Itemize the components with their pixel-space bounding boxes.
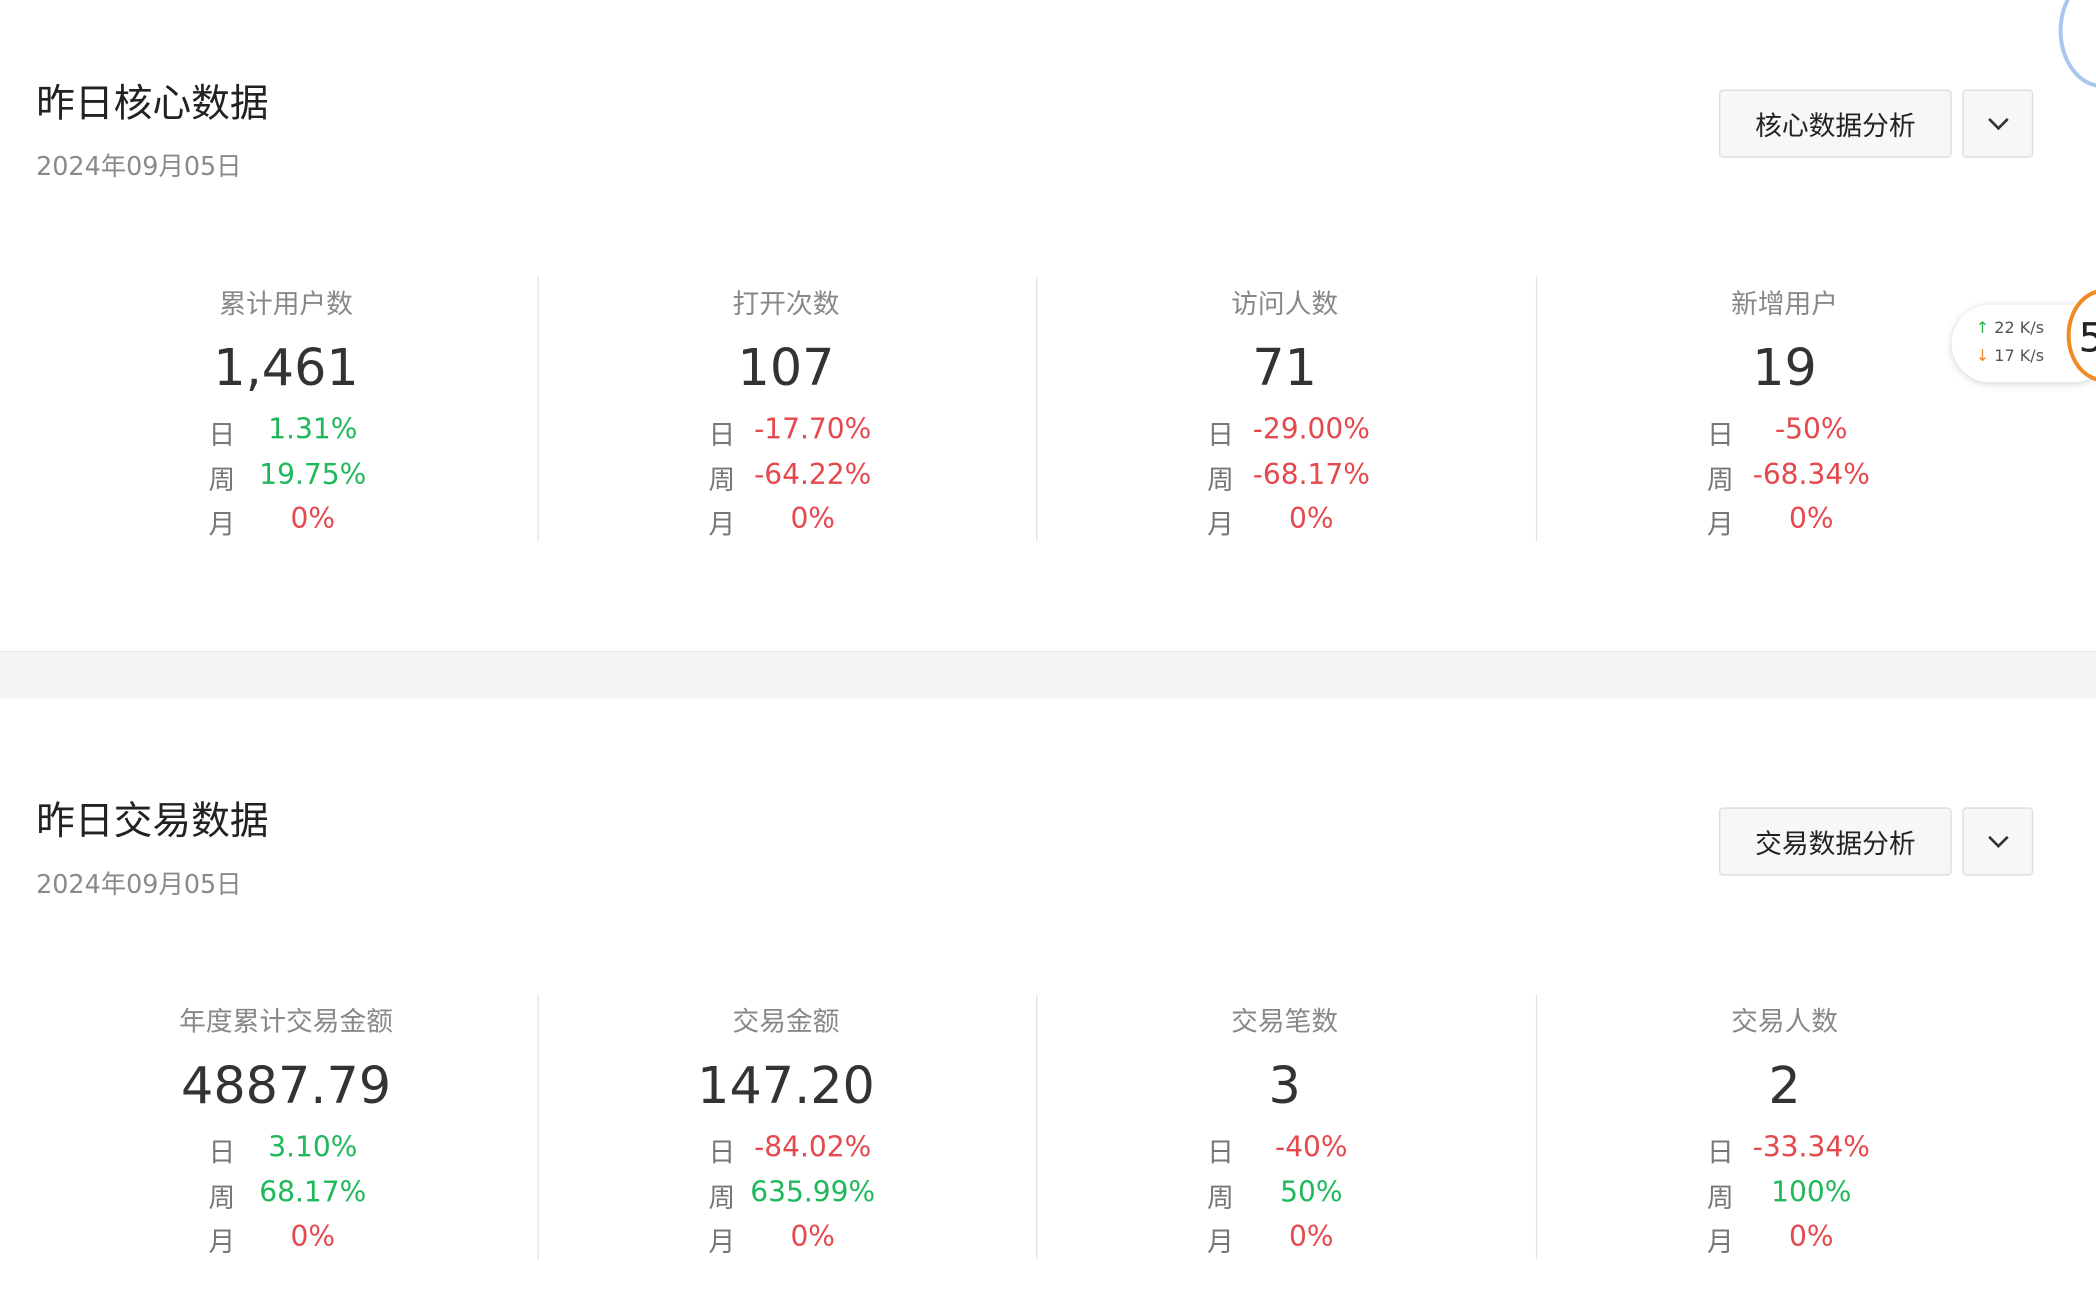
card-value: 4887.79	[181, 1056, 392, 1115]
card-value: 147.20	[697, 1056, 875, 1115]
change-value: 0%	[1788, 1220, 1834, 1253]
card-value: 2	[1768, 1056, 1801, 1115]
card-value: 107	[737, 338, 835, 398]
card-divider	[537, 994, 539, 1260]
card-label: 交易笔数	[1231, 1005, 1339, 1038]
speed-widget: ↑ 22 K/s ↓ 17 K/s 5	[1951, 288, 2096, 383]
change-value: 0%	[290, 1220, 336, 1253]
change-value: 0%	[790, 1220, 836, 1253]
change-value: -50%	[1775, 413, 1848, 446]
period-label: 周	[208, 463, 236, 496]
period-label: 日	[1207, 418, 1234, 451]
card-value: 71	[1252, 338, 1317, 398]
corner-icon	[2058, 0, 2096, 89]
analysis-button[interactable]: 交易数据分析	[1719, 807, 1952, 876]
card-divider	[537, 276, 539, 542]
period-label: 日	[708, 1136, 736, 1169]
period-label: 周	[1707, 1181, 1734, 1214]
change-value: 0%	[1289, 1220, 1334, 1253]
change-value: 68.17%	[259, 1175, 367, 1208]
card-divider	[1535, 276, 1538, 542]
card-value: 3	[1268, 1056, 1301, 1115]
change-value: -40%	[1275, 1130, 1348, 1163]
chevron	[1988, 118, 2009, 131]
change-value: -64.22%	[754, 457, 872, 490]
change-value: 0%	[1788, 502, 1834, 535]
period-label: 周	[208, 1181, 236, 1214]
period-label: 月	[208, 507, 236, 541]
badge: 5	[2066, 288, 2096, 383]
period-label: 周	[708, 463, 736, 496]
period-label: 月	[1707, 1225, 1734, 1258]
card-divider	[1535, 994, 1538, 1260]
card-label: 累计用户数	[219, 287, 353, 320]
period-label: 月	[208, 1225, 236, 1258]
change-value: -33.34%	[1752, 1130, 1870, 1163]
period-label: 日	[1707, 1136, 1734, 1169]
period-label: 日	[708, 418, 736, 451]
period-label: 周	[708, 1181, 736, 1214]
period-label: 月	[1207, 507, 1234, 541]
period-label: 日	[1707, 418, 1734, 451]
up-text: 22 K/s	[1994, 318, 2045, 337]
download-speed: ↓ 17 K/s	[1975, 346, 2045, 365]
section-date: 2024年09月05日	[36, 870, 242, 900]
change-value: 50%	[1280, 1175, 1343, 1208]
card-label: 新增用户	[1731, 287, 1839, 320]
period-label: 周	[1207, 463, 1234, 496]
change-value: -84.02%	[754, 1130, 872, 1163]
section-title: 昨日核心数据	[36, 80, 269, 126]
card-label: 访问人数	[1231, 287, 1339, 320]
period-label: 日	[208, 418, 236, 451]
card-label: 年度累计交易金额	[179, 1005, 394, 1038]
change-value: 0%	[290, 502, 336, 535]
card-divider	[1035, 276, 1038, 542]
chevron	[1988, 835, 2009, 849]
period-label: 周	[1207, 1181, 1234, 1214]
period-label: 月	[1707, 507, 1734, 541]
card-label: 交易金额	[732, 1005, 840, 1038]
change-value: 0%	[1289, 502, 1334, 535]
analysis-button[interactable]: 核心数据分析	[1719, 89, 1952, 158]
change-value: -68.17%	[1252, 457, 1370, 490]
period-label: 日	[208, 1136, 236, 1169]
dropdown-button[interactable]	[1962, 807, 2034, 876]
card-value: 1,461	[213, 338, 359, 398]
section-title: 昨日交易数据	[36, 798, 269, 844]
change-value: 1.31%	[268, 413, 358, 446]
change-value: 100%	[1771, 1175, 1852, 1208]
change-value: 3.10%	[268, 1130, 358, 1163]
change-value: 19.75%	[259, 457, 367, 490]
period-label: 月	[708, 507, 736, 541]
period-label: 周	[1707, 463, 1734, 496]
upload-speed: ↑ 22 K/s	[1975, 318, 2045, 337]
card-label: 打开次数	[732, 287, 840, 320]
change-value: 0%	[790, 502, 836, 535]
change-value: -29.00%	[1252, 413, 1370, 446]
section-separator	[0, 650, 2096, 700]
period-label: 月	[1207, 1225, 1234, 1258]
section-date: 2024年09月05日	[36, 152, 242, 182]
period-label: 月	[708, 1225, 736, 1258]
change-value: -68.34%	[1752, 457, 1870, 490]
period-label: 日	[1207, 1136, 1234, 1169]
change-value: -17.70%	[754, 413, 872, 446]
dropdown-button[interactable]	[1962, 89, 2034, 158]
card-label: 交易人数	[1731, 1005, 1839, 1038]
card-divider	[1035, 994, 1038, 1260]
change-value: 635.99%	[750, 1175, 876, 1208]
down-text: 17 K/s	[1994, 346, 2045, 365]
card-value: 19	[1752, 338, 1817, 398]
